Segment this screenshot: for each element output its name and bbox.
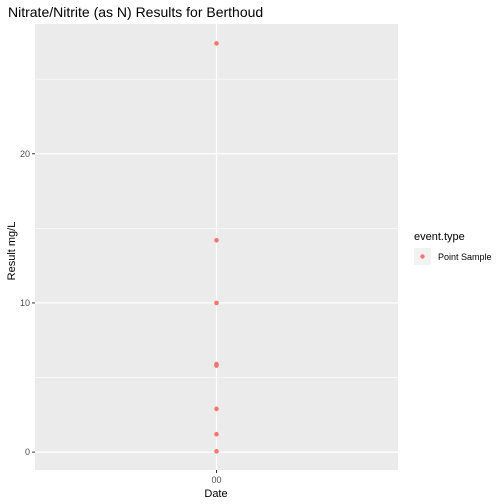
y-tick-label: 10: [20, 298, 30, 308]
legend-title: event.type: [414, 231, 465, 243]
data-point: [214, 406, 219, 412]
x-axis-title: Date: [204, 488, 227, 500]
y-axis: 0 10 20: [20, 149, 35, 457]
data-point: [214, 237, 219, 243]
legend: event.type Point Sample: [414, 231, 492, 265]
x-axis: 00: [211, 470, 222, 485]
data-point: [214, 431, 219, 437]
x-tick-label: 00: [211, 475, 221, 485]
data-point: [214, 300, 219, 306]
data-point: [214, 449, 219, 454]
legend-point-icon: [420, 254, 425, 259]
data-point: [214, 363, 219, 368]
y-tick-label: 20: [20, 149, 30, 159]
legend-entry-point-sample: Point Sample: [438, 252, 492, 262]
y-axis-title: Result mg/L: [6, 222, 18, 281]
data-points: [214, 41, 219, 454]
data-point: [214, 41, 219, 46]
y-tick-label: 0: [25, 447, 30, 457]
chart-title: Nitrate/Nitrite (as N) Results for Berth…: [8, 4, 263, 20]
